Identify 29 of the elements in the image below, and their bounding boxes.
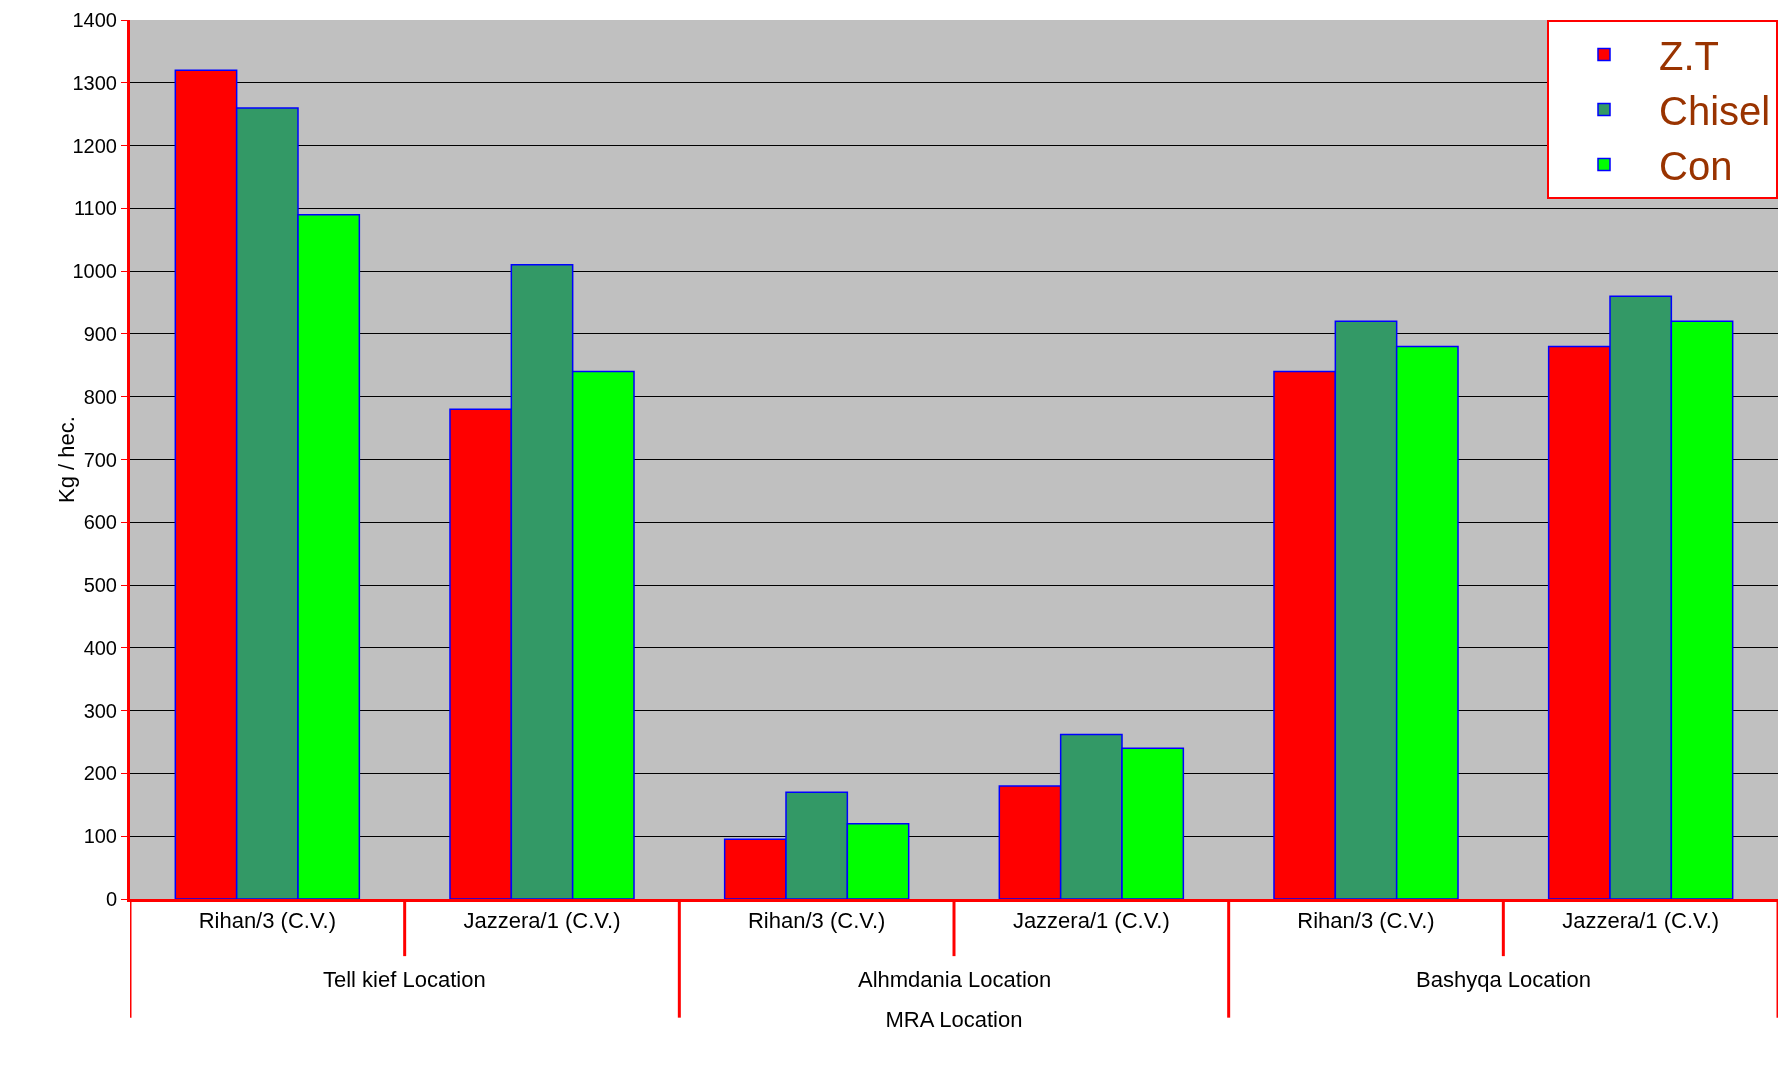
x-tick-label: Jazzera/1 (C.V.): [1012, 908, 1170, 934]
y-tick-label: 300: [83, 699, 117, 722]
y-tick-label: 600: [83, 511, 117, 534]
text: Bashyqa Location: [1416, 967, 1591, 992]
y-tick-label: 1100: [73, 197, 117, 220]
x-tick-label: Rihan/3 (C.V.): [198, 908, 337, 934]
y-tick-label: 800: [83, 385, 117, 408]
y-tick-label: 1300: [72, 71, 117, 94]
x-tick-label: Rihan/3 (C.V.): [1297, 908, 1435, 934]
text: Alhmdania Location: [858, 967, 1052, 992]
y-tick-label: 900: [83, 322, 117, 345]
y-tick-label: 500: [83, 574, 117, 597]
text: Tell kief Location: [323, 967, 486, 992]
y-tick-label: 100: [83, 825, 117, 848]
legend-label: Chisel: [1659, 89, 1771, 134]
y-axis-title: Kg / hec.: [54, 416, 79, 503]
legend-label: Z.T: [1659, 34, 1719, 79]
y-tick-label: 700: [83, 448, 117, 471]
x-tick-label: Jazzera/1 (C.V.): [1562, 908, 1720, 934]
y-tick-label: 0: [105, 888, 117, 910]
y-tick-label: 1000: [72, 260, 117, 283]
legend-label: Con: [1659, 144, 1733, 189]
y-tick-label: 1200: [72, 134, 117, 157]
x-tick-label: Jazzera/1 (C.V.): [463, 908, 621, 934]
x-tick-label: Rihan/3 (C.V.): [747, 908, 886, 934]
x-axis-title: MRA Location: [885, 1007, 1023, 1033]
y-tick-label: 200: [83, 762, 117, 785]
y-tick-label: 400: [83, 636, 117, 659]
y-tick-label: 1400: [72, 9, 117, 31]
